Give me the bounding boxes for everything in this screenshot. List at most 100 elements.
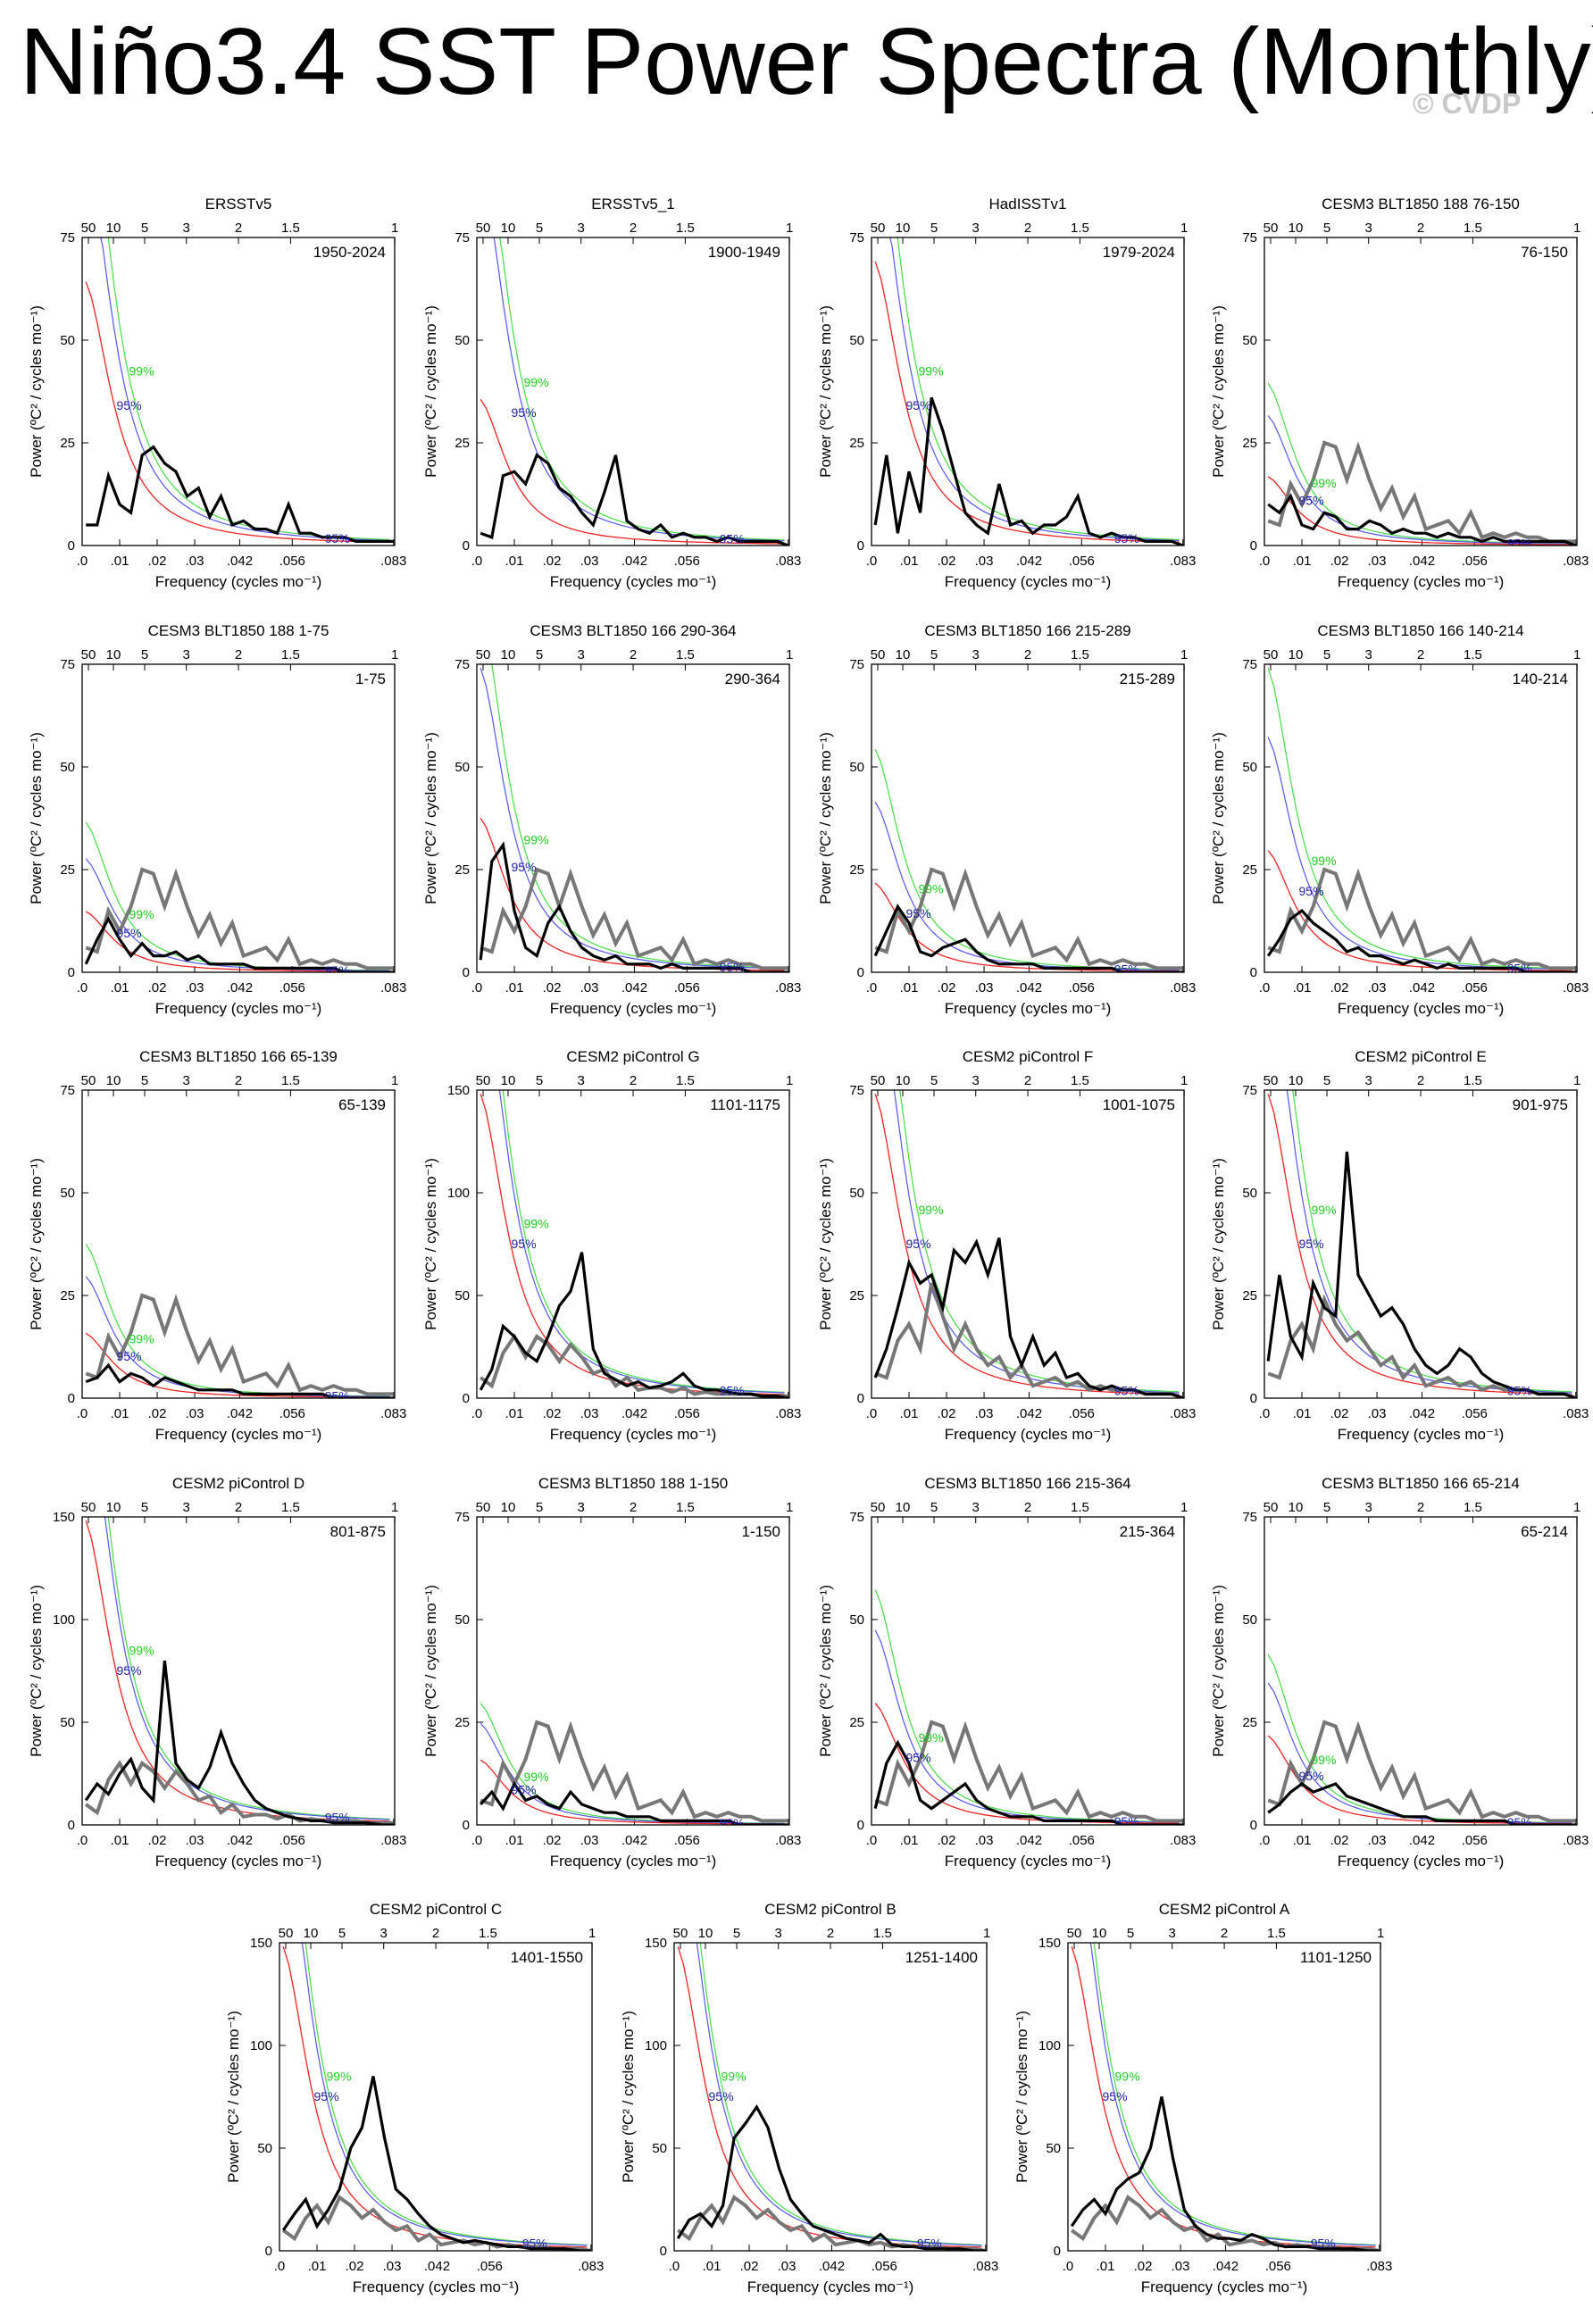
- period-label: 215-289: [1120, 671, 1175, 687]
- x-tick-label: .0: [471, 554, 483, 569]
- x-tick-label: .042: [621, 1406, 647, 1421]
- x-tick-label: .083: [1170, 554, 1196, 569]
- plot-frame: [1264, 1516, 1578, 1826]
- period-tick-label: 50: [476, 647, 491, 662]
- x-tick-label: .056: [279, 980, 305, 995]
- period-tick-label: 10: [1092, 1926, 1107, 1941]
- y-tick-label: 75: [455, 1510, 470, 1525]
- period-tick-label: 50: [871, 1073, 886, 1088]
- power-spectrum-line: [85, 1362, 394, 1398]
- y-tick-label: 0: [265, 2244, 272, 2259]
- period-tick-label: 50: [279, 1926, 294, 1941]
- label-95: 95%: [1114, 962, 1139, 977]
- significance-99-curve: [699, 1943, 982, 2245]
- significance-99-curve: [85, 821, 390, 971]
- plot-frame: [871, 237, 1185, 546]
- period-tick-label: 1: [786, 647, 793, 662]
- red-noise-curve: [874, 882, 1180, 972]
- x-tick-label: .02: [1330, 554, 1349, 569]
- label-99: 99%: [919, 1203, 944, 1217]
- y-tick-label: 0: [1250, 1818, 1257, 1833]
- period-tick-label: 3: [972, 1073, 980, 1088]
- period-tick-label: 1.5: [479, 1926, 497, 1941]
- period-tick-label: 1: [1180, 221, 1188, 236]
- label-95: 95%: [1507, 1383, 1532, 1397]
- period-tick-label: 1.5: [1464, 1500, 1482, 1515]
- power-spectrum-line: [1267, 1782, 1576, 1825]
- significance-95-curve: [100, 237, 390, 542]
- x-tick-label: .056: [1462, 554, 1488, 569]
- y-tick-label: 100: [250, 2038, 272, 2053]
- panel-title: HadISSTv1: [989, 196, 1067, 212]
- panel-title: CESM3 BLT1850 166 215-289: [924, 622, 1130, 639]
- y-tick-label: 25: [849, 1288, 864, 1304]
- x-tick-label: .083: [775, 1406, 801, 1421]
- plot-frame: [1264, 663, 1578, 973]
- period-tick-label: 3: [183, 1500, 190, 1515]
- plot-frame: [1264, 237, 1578, 546]
- red-noise-curve: [1267, 476, 1572, 546]
- red-noise-curve: [874, 1703, 1180, 1825]
- label-99: 99%: [524, 1217, 549, 1231]
- y-tick-label: 100: [1038, 2038, 1061, 2053]
- reference-spectrum-line: [1267, 1720, 1576, 1823]
- label-99: 99%: [919, 364, 944, 379]
- x-tick-label: .083: [775, 1833, 801, 1848]
- label-95: 95%: [906, 1751, 931, 1765]
- period-tick-label: 2: [1024, 1073, 1031, 1088]
- period-tick-label: 5: [536, 1500, 543, 1515]
- x-tick-label: .056: [1462, 1833, 1488, 1848]
- period-label: 1401-1550: [511, 1949, 583, 1966]
- x-tick-label: .01: [111, 1406, 129, 1421]
- plot-frame: [476, 1089, 790, 1399]
- x-tick-label: .02: [1330, 1406, 1349, 1421]
- x-tick-label: .0: [77, 1406, 88, 1421]
- x-tick-label: .056: [1462, 1406, 1488, 1421]
- y-tick-label: 25: [60, 862, 75, 878]
- period-tick-label: 3: [380, 1926, 388, 1941]
- reference-spectrum-line: [480, 1720, 788, 1823]
- x-tick-label: .03: [975, 1406, 994, 1421]
- x-tick-label: .056: [279, 1406, 305, 1421]
- x-tick-label: .056: [872, 2259, 897, 2274]
- y-axis-label: Power (ºC² / cycles mo⁻¹): [422, 1158, 439, 1330]
- significance-95-curve: [480, 668, 785, 970]
- x-tick-label: .02: [1134, 2259, 1153, 2274]
- x-tick-label: .01: [703, 2259, 721, 2274]
- x-axis-label: Frequency (cycles mo⁻¹): [550, 1426, 717, 1443]
- reference-spectrum-line: [874, 867, 1183, 970]
- label-95: 95%: [720, 960, 745, 974]
- y-tick-label: 25: [60, 1288, 75, 1304]
- x-tick-label: .083: [1563, 1406, 1589, 1421]
- period-tick-label: 1: [391, 221, 398, 236]
- period-tick-label: 3: [972, 221, 980, 236]
- period-tick-label: 5: [1127, 1926, 1134, 1941]
- period-tick-label: 50: [871, 647, 886, 662]
- plot-frame: [81, 1516, 396, 1826]
- period-tick-label: 1: [1180, 1500, 1188, 1515]
- significance-99-curve: [304, 1943, 588, 2245]
- power-spectrum-line: [480, 453, 789, 546]
- significance-99-curve: [107, 1517, 390, 1820]
- period-tick-label: 2: [1417, 1073, 1424, 1088]
- period-tick-label: 10: [106, 1073, 121, 1088]
- period-tick-label: 3: [183, 1073, 190, 1088]
- x-tick-label: .0: [1259, 980, 1271, 995]
- spectrum-panel-5: CESM3 BLT1850 188 1-75 1-75 .0 .01 .02 .03 .04…: [28, 622, 406, 1017]
- y-tick-label: 50: [455, 1612, 470, 1628]
- x-axis-label: Frequency (cycles mo⁻¹): [747, 2278, 914, 2295]
- plot-frame: [81, 237, 396, 546]
- label-95: 95%: [1299, 1237, 1324, 1251]
- y-tick-label: 25: [849, 436, 864, 451]
- red-noise-curve: [1267, 1735, 1572, 1825]
- period-tick-label: 10: [1289, 647, 1304, 662]
- significance-95-curve: [104, 1517, 390, 1820]
- significance-99-curve: [480, 1703, 785, 1824]
- label-95: 95%: [1311, 2236, 1336, 2250]
- power-spectrum-line: [873, 1739, 1183, 1825]
- x-tick-label: .02: [740, 2259, 759, 2274]
- x-tick-label: .03: [186, 980, 204, 995]
- period-tick-label: 3: [972, 1500, 980, 1515]
- y-tick-label: 0: [857, 538, 864, 554]
- spectrum-panel-11: CESM2 piControl F 1001-1075 .0 .01 .02 .03 .04…: [817, 1048, 1196, 1443]
